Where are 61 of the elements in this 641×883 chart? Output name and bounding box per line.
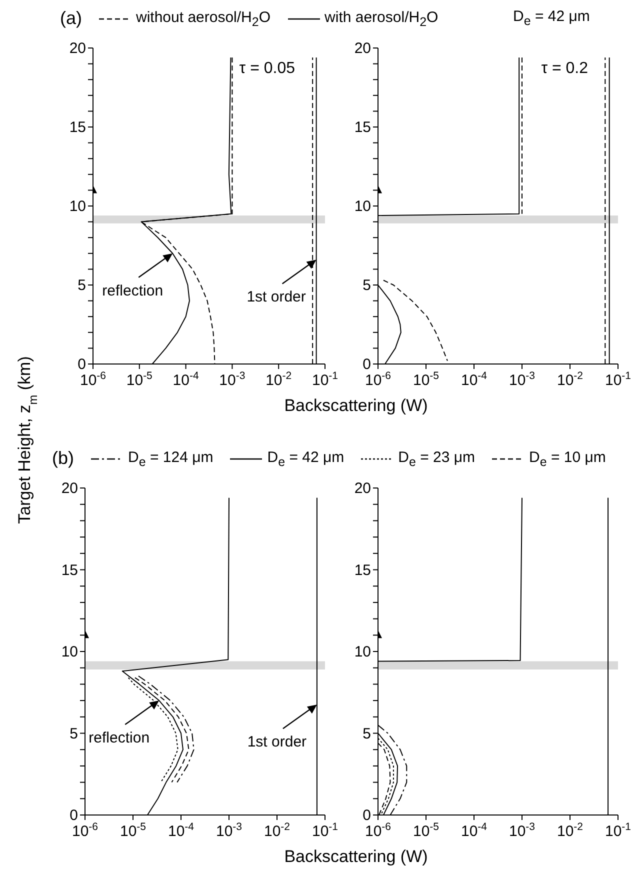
x-tick-label: 10$^{-1}$	[604, 821, 632, 840]
x-tick-label: 10$^{-4}$	[168, 821, 194, 840]
y-tick-label: 0	[362, 807, 371, 824]
annotation: 1st order	[246, 288, 306, 306]
x-tick-label: 10$^{-6}$	[72, 821, 98, 840]
y-tick-label: 15	[61, 562, 78, 579]
y-tick-label: 5	[78, 277, 86, 294]
x-tick-label: 10$^{-5}$	[412, 370, 440, 389]
x-tick-label: 10$^{-5}$	[126, 370, 153, 389]
x-tick-label: 10$^{-4}$	[460, 370, 488, 389]
y-tick-label: 20	[61, 480, 78, 497]
y-tick-label: 15	[69, 119, 86, 136]
y-tick-label: 20	[69, 40, 86, 57]
x-tick-label: 10$^{-1}$	[604, 370, 632, 389]
y-tick-label: 10	[61, 644, 78, 660]
legend-label: D$_{e}$ = 10 μm	[529, 448, 606, 468]
y-tick-label: 5	[362, 277, 371, 294]
x-tick-label: 10$^{-1}$	[312, 370, 338, 389]
y-tick-label: 10	[354, 644, 371, 660]
y-tick-label: 20	[354, 40, 371, 57]
y-tick-label: 0	[70, 807, 78, 824]
x-tick-label: 10$^{-4}$	[460, 821, 488, 840]
chart-title: D$_{e}$ = 42 μm	[513, 8, 590, 28]
x-tick-label: 10$^{-2}$	[264, 821, 290, 840]
chart-title: (b)	[52, 448, 74, 469]
x-tick-label: 10$^{-3}$	[508, 370, 536, 389]
legend-label: without aerosol/H$_{2}$O	[136, 8, 271, 28]
y-tick-label: 5	[362, 725, 371, 742]
x-tick-label: 10$^{-6}$	[80, 370, 106, 389]
x-tick-label: 10$^{-6}$	[364, 370, 392, 389]
x-tick-label: 10$^{-3}$	[219, 370, 246, 389]
x-tick-label: 10$^{-5}$	[412, 821, 440, 840]
x-tick-label: 10$^{-2}$	[266, 370, 292, 389]
y-tick-label: 0	[362, 356, 371, 373]
x-tick-label: 10$^{-3}$	[508, 821, 536, 840]
x-tick-label: 10$^{-5}$	[120, 821, 146, 840]
y-tick-label: 20	[354, 480, 371, 497]
y-tick-label: 10	[354, 198, 371, 215]
annotation: reflection	[88, 730, 150, 747]
x-tick-label: 10$^{-3}$	[216, 821, 242, 840]
y-tick-label: 15	[354, 562, 371, 579]
chart-title: (a)	[60, 8, 82, 29]
y-tick-label: 0	[78, 356, 86, 373]
x-axis-title: Backscattering (W)	[283, 847, 429, 867]
x-tick-label: 10$^{-2}$	[556, 821, 584, 840]
x-axis-title: Backscattering (W)	[283, 396, 429, 416]
legend-label: D$_{e}$ = 42 μm	[267, 448, 344, 468]
y-tick-label: 5	[70, 725, 78, 742]
annotation: τ = 0.05	[239, 60, 295, 78]
legend-label: D$_{e}$ = 124 μm	[128, 448, 214, 468]
x-tick-label: 10$^{-4}$	[172, 370, 199, 389]
legend-label: D$_{e}$ = 23 μm	[398, 448, 476, 468]
x-tick-label: 10$^{-6}$	[364, 821, 392, 840]
legend-label: with aerosol/H$_{2}$O	[324, 8, 438, 28]
annotation: reflection	[102, 282, 164, 300]
x-tick-label: 10$^{-2}$	[556, 370, 584, 389]
y-tick-label: 10	[69, 198, 86, 215]
x-tick-label: 10$^{-1}$	[312, 821, 338, 840]
y-tick-label: 15	[354, 119, 371, 136]
annotation: τ = 0.2	[541, 60, 588, 78]
annotation: 1st order	[247, 734, 307, 751]
